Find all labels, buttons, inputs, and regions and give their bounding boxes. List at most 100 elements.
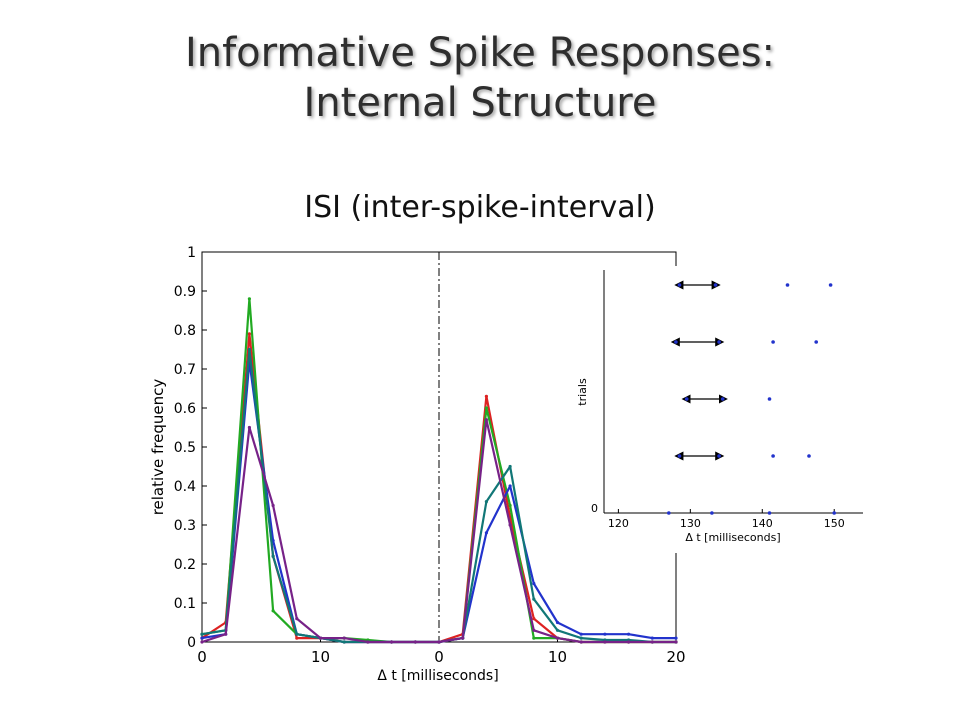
series-point: [508, 523, 512, 527]
x-tick-label: 0: [434, 648, 444, 666]
x-tick-label: 10: [548, 648, 567, 666]
series-point: [200, 640, 204, 644]
series-point: [484, 406, 488, 410]
y-tick-label: 0.7: [174, 362, 196, 378]
series-point: [271, 609, 275, 613]
inset-y-tick-label: 0: [591, 502, 598, 515]
series-point: [674, 636, 678, 640]
series-point: [390, 640, 394, 644]
spike-raster-inset: 120 130 140 150 0 Δ t [milliseconds] trials: [576, 266, 875, 553]
series-point: [674, 640, 678, 644]
x-tick-label: 0: [197, 648, 207, 666]
series-point: [342, 640, 346, 644]
series-point: [437, 640, 441, 644]
series-point: [532, 581, 536, 586]
series-point: [461, 636, 465, 640]
series-point: [247, 297, 251, 301]
inset-x-axis-label: Δ t [milliseconds]: [685, 531, 780, 544]
spike-point: [677, 454, 682, 458]
inset-x-tick-label: 130: [680, 517, 701, 530]
series-point: [627, 632, 631, 636]
inset-x-tick-label: 120: [608, 517, 629, 530]
y-tick-label: 0.5: [174, 440, 196, 456]
y-tick-label: 0.1: [174, 596, 196, 612]
series-point: [532, 617, 536, 621]
series-point: [532, 628, 536, 632]
y-tick-label: 0.8: [174, 323, 196, 339]
series-point: [508, 484, 512, 488]
y-tick-label: 0.2: [174, 557, 196, 573]
series-point: [247, 347, 251, 352]
spike-point: [677, 283, 682, 287]
spike-point: [771, 454, 775, 458]
series-point: [413, 640, 417, 644]
spike-point: [828, 283, 833, 287]
slide-title: Informative Spike Responses: Internal St…: [0, 28, 960, 128]
series-point: [484, 394, 488, 398]
series-point: [200, 632, 204, 636]
spike-point: [717, 454, 721, 458]
y-tick-label: 0.6: [174, 401, 196, 417]
series-point: [603, 640, 607, 644]
series-point: [579, 640, 583, 644]
slide-subtitle: ISI (inter-spike-interval): [304, 190, 656, 225]
isi-histogram-plot: 00.10.20.30.40.50.60.70.80.910 10 0 10 20Δ t…: [149, 245, 686, 684]
series-point: [650, 636, 654, 640]
series-point: [295, 617, 299, 621]
series-point: [224, 632, 228, 636]
series-point: [627, 640, 631, 644]
x-tick-label: 20: [666, 648, 685, 666]
y-tick-label: 0: [187, 635, 196, 651]
inset-y-axis-label: trials: [576, 378, 589, 406]
series-point: [603, 632, 607, 636]
spike-point: [717, 340, 721, 344]
series-point: [579, 632, 583, 636]
series-point: [484, 531, 488, 535]
y-tick-label: 0.3: [174, 518, 196, 534]
title-line-1: Informative Spike Responses:: [184, 30, 776, 76]
spike-point: [771, 340, 775, 344]
series-line-left: [201, 297, 439, 644]
series-point: [318, 636, 323, 640]
spike-point: [713, 283, 718, 287]
series-point: [247, 425, 251, 430]
y-axis-label: relative frequency: [149, 379, 167, 516]
inset-background: [576, 266, 875, 553]
series-point: [271, 554, 275, 558]
baseline-spike-point: [767, 511, 772, 515]
series-point: [484, 418, 488, 422]
series-point: [271, 503, 275, 508]
baseline-spike-point: [832, 511, 836, 515]
y-tick-label: 0.9: [174, 284, 196, 300]
series-point: [555, 620, 560, 625]
inset-x-tick-label: 150: [824, 517, 845, 530]
series-point: [508, 464, 512, 469]
y-tick-label: 1: [187, 245, 196, 261]
series-point: [247, 332, 251, 336]
series-point: [295, 632, 299, 636]
series-point: [532, 636, 536, 640]
spike-point: [807, 454, 811, 458]
series-point: [295, 636, 299, 640]
series-point: [579, 636, 583, 640]
spike-point: [767, 397, 772, 401]
series-point: [366, 640, 370, 644]
series-point: [650, 640, 654, 644]
spike-point: [720, 397, 725, 401]
series-point: [484, 500, 488, 504]
series-point: [555, 636, 560, 640]
series-point: [508, 503, 512, 508]
title-line-2: Internal Structure: [303, 80, 657, 126]
baseline-spike-point: [710, 511, 714, 515]
series-point: [200, 636, 204, 640]
spike-point: [684, 397, 689, 401]
series-point: [532, 597, 536, 601]
spike-point: [785, 283, 790, 287]
inset-x-tick-label: 140: [752, 517, 773, 530]
y-tick-label: 0.4: [174, 479, 196, 495]
spike-point: [674, 340, 678, 344]
series-line-left: [201, 348, 439, 644]
x-tick-label: 10: [311, 648, 330, 666]
series-point: [342, 636, 346, 640]
